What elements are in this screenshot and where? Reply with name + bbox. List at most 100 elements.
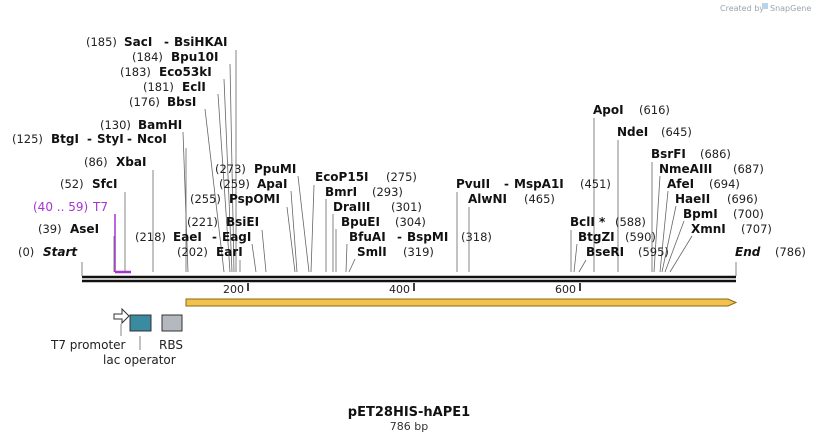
site-pos: (202)	[177, 245, 208, 259]
site-draiii[interactable]: DraIII (301)	[332, 200, 422, 272]
site-xmni[interactable]: XmnI (707)	[669, 222, 772, 273]
site-name: BpuEI	[341, 215, 380, 229]
site-pos: (645)	[661, 125, 692, 139]
ruler-tick-400: 400	[389, 283, 415, 296]
site-name: XmnI	[691, 222, 726, 236]
site-pos: (707)	[741, 222, 772, 236]
site-bpmi[interactable]: BpmI (700)	[664, 207, 764, 273]
site-sfci[interactable]: (52) SfcI	[60, 177, 126, 272]
site-smli[interactable]: SmlI (319)	[348, 245, 434, 273]
site-eari[interactable]: (202) EarI	[177, 245, 243, 272]
site-pos: (221)	[187, 215, 218, 229]
site-pos: (451)	[580, 177, 611, 191]
site-name: BtgI	[51, 132, 79, 146]
site-sep: -	[504, 177, 509, 191]
site-name: AfeI	[667, 177, 694, 191]
site-pos: (218)	[135, 230, 166, 244]
site-ppumi[interactable]: (273) PpuMI	[215, 162, 310, 273]
site-alwni[interactable]: AlwNI (465)	[468, 192, 555, 272]
site-pos: (39)	[38, 222, 62, 236]
site-pos: (273)	[215, 162, 246, 176]
site-name: ApaI	[257, 177, 287, 191]
site-pos: (86)	[84, 155, 108, 169]
site-name: NmeAIII	[659, 162, 712, 176]
site-pos: (275)	[386, 170, 417, 184]
site-asei[interactable]: (39) AseI	[38, 222, 115, 272]
site-name: StyI	[97, 132, 124, 146]
site-name: BsiHKAI	[174, 35, 228, 49]
site-name: BmrI	[325, 185, 357, 199]
site-bamhi[interactable]: (130) BamHI	[100, 118, 189, 273]
site-apoi[interactable]: ApoI (616)	[593, 103, 670, 272]
site-afei[interactable]: AfeI (694)	[659, 177, 740, 273]
site-sep: -	[212, 230, 217, 244]
site-pos: (319)	[403, 245, 434, 259]
site-bbsi[interactable]: (176) BbsI	[129, 95, 225, 273]
site-eco53ki[interactable]: (183) Eco53kI	[120, 65, 233, 273]
plasmid-title: pET28HIS-hAPE1	[348, 405, 470, 420]
site-name: BtgZI	[578, 230, 615, 244]
site-name: MspA1I	[514, 177, 564, 191]
rbs-box-icon	[161, 314, 183, 332]
start-pos: (0)	[18, 245, 34, 259]
end-name: End	[735, 245, 761, 259]
site-haeii[interactable]: HaeII (696)	[661, 192, 758, 273]
site-bsiei[interactable]: (221) BsiEI	[187, 215, 267, 273]
site-pos: (176)	[129, 95, 160, 109]
site-pspomi[interactable]: (255) PspOMI	[190, 192, 296, 273]
site-btgi-styi-ncoi[interactable]: (125) BtgI - StyI - NcoI	[12, 132, 187, 272]
ruler-tick-600: 600	[555, 283, 581, 296]
site-pos: (184)	[132, 50, 163, 64]
snapgene-credit: Created by SnapGene	[720, 3, 811, 13]
site-name: BsiEI	[226, 215, 259, 229]
site-ecli[interactable]: (181) EclI	[143, 80, 231, 273]
feature-range: (40 .. 59)	[33, 200, 88, 214]
site-name: HaeII	[675, 192, 710, 206]
site-pos: (590)	[625, 230, 656, 244]
end-pos: (786)	[775, 245, 806, 259]
site-pos: (595)	[638, 245, 669, 259]
site-name: NcoI	[137, 132, 167, 146]
snapgene-logo-icon	[762, 3, 768, 9]
site-name: EagI	[222, 230, 251, 244]
feature-t7-label[interactable]: (40 .. 59) T7	[33, 200, 108, 214]
site-pos: (318)	[461, 230, 492, 244]
site-ndei[interactable]: NdeI (645)	[617, 125, 692, 272]
site-xbai[interactable]: (86) XbaI	[84, 155, 154, 272]
site-name: SacI	[124, 35, 152, 49]
site-name: EcoP15I	[315, 170, 369, 184]
site-pos: (130)	[100, 118, 131, 132]
site-pos: (465)	[524, 192, 555, 206]
site-eaei-eagi[interactable]: (218) EaeI - EagI	[135, 230, 257, 273]
site-bmri[interactable]: BmrI (293)	[325, 185, 403, 272]
start-label: (0) Start	[18, 245, 83, 276]
site-btgzi[interactable]: BtgZI (590)	[573, 230, 656, 273]
site-apai[interactable]: (259) ApaI	[219, 177, 298, 273]
site-bsrfi[interactable]: BsrFI (686)	[651, 147, 731, 272]
legend-rbs[interactable]: RBS	[159, 314, 183, 352]
site-nmeaiii[interactable]: NmeAIII (687)	[653, 162, 764, 273]
site-pvuii-mspa1i[interactable]: PvuII - MspA1I (451)	[456, 177, 611, 272]
orf-arrow[interactable]	[185, 298, 738, 307]
legend-lac-operator[interactable]: lac operator	[103, 314, 176, 367]
site-sacI-bsihkai[interactable]: (185) SacI - BsiHKAI	[86, 35, 237, 272]
site-name: EaeI	[173, 230, 202, 244]
site-pos: (694)	[709, 177, 740, 191]
site-name: BamHI	[138, 118, 182, 132]
promoter-arrow-icon	[113, 307, 130, 325]
site-bpuei[interactable]: BpuEI (304)	[335, 215, 426, 272]
site-bcli[interactable]: BclI * (588)	[570, 215, 646, 272]
t7-feature-mark[interactable]	[114, 214, 131, 274]
site-bpu10i[interactable]: (184) Bpu10I	[132, 50, 235, 273]
site-pos: (616)	[639, 103, 670, 117]
legend-t7-promoter[interactable]: T7 promoter	[50, 307, 130, 352]
site-pos: (185)	[86, 35, 117, 49]
site-name: PpuMI	[254, 162, 296, 176]
site-name: AlwNI	[468, 192, 507, 206]
legend-lac-operator-label: lac operator	[103, 353, 176, 367]
site-pos: (301)	[391, 200, 422, 214]
site-pos: (293)	[372, 185, 403, 199]
legend-rbs-label: RBS	[159, 338, 183, 352]
site-bseri[interactable]: BseRI (595)	[578, 245, 669, 273]
site-ecop15i[interactable]: EcoP15I (275)	[310, 170, 417, 273]
